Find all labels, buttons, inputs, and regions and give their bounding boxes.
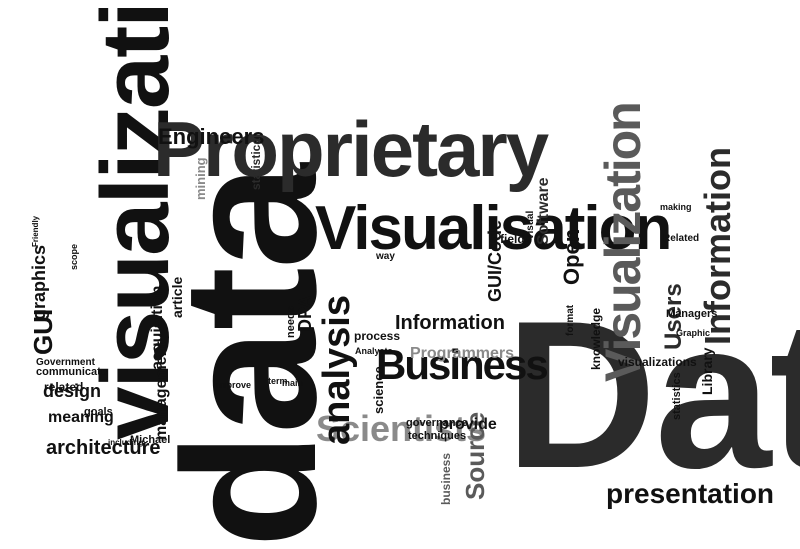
word-techniques: techniques	[408, 430, 467, 442]
word-mining: mining	[193, 157, 208, 200]
word-goals: goals	[84, 406, 113, 418]
word-article: article	[169, 276, 185, 318]
word-scientists: Scientists	[316, 408, 487, 449]
word-provide: provide	[439, 416, 497, 433]
word-knowledge: knowledge	[589, 307, 603, 370]
word-architecture: architecture	[46, 437, 161, 459]
word-dpa: DPA	[295, 295, 315, 332]
word-meaning: meaning	[48, 409, 114, 426]
word-software: Software	[535, 177, 552, 245]
word-engineers: Engineers	[158, 124, 265, 149]
word-communicate: communicate	[36, 366, 107, 378]
word-Data-big: Data	[505, 277, 800, 512]
word-including: including	[108, 438, 144, 447]
word-visualisation: Visualisation	[315, 194, 672, 263]
word-proprietary: Proprietary	[153, 105, 549, 193]
word-library: Library	[699, 347, 715, 395]
word-graphics: graphics	[29, 244, 49, 320]
word-needs: needs	[285, 306, 297, 338]
word-graphic: Graphic	[676, 328, 711, 338]
word-statistical: statistical	[249, 134, 263, 190]
word-way: way	[376, 251, 395, 262]
word-open: Open	[559, 228, 584, 285]
word-term: term	[268, 376, 288, 386]
word-design: design	[43, 381, 102, 401]
word-governance: governance	[406, 417, 468, 429]
word-format: format	[565, 304, 576, 336]
word-analysts: Analysts	[355, 346, 393, 356]
word-fields: fields	[500, 232, 532, 246]
word-improve: improve	[216, 380, 252, 390]
word-management: management	[153, 341, 170, 440]
word-business: Business	[376, 341, 549, 388]
word-process: process	[354, 329, 401, 343]
word-main: main	[282, 378, 304, 388]
word-visual: Visual	[525, 210, 536, 240]
word-programmers: Programmers	[410, 345, 515, 362]
word-visualizations: visualizations	[618, 355, 697, 369]
word-making: making	[660, 202, 692, 212]
word-government: Government	[36, 357, 95, 368]
word-presentation: presentation	[606, 478, 775, 509]
word-statistics: statistics	[671, 372, 683, 420]
word-analysis: analysis	[316, 295, 358, 445]
word-managers: Managers	[666, 308, 718, 320]
word-related-right: Related	[663, 233, 700, 244]
word-business-small: business	[439, 452, 453, 505]
word-science: science	[371, 366, 386, 414]
word-information-mid: Information	[395, 312, 505, 334]
word-scope: scope	[69, 243, 79, 270]
word-friendly: Friendly	[31, 215, 40, 247]
word-michael: Michael	[130, 434, 171, 446]
word-visualization-right: Visualization	[595, 103, 651, 382]
word-related: related	[44, 380, 84, 394]
